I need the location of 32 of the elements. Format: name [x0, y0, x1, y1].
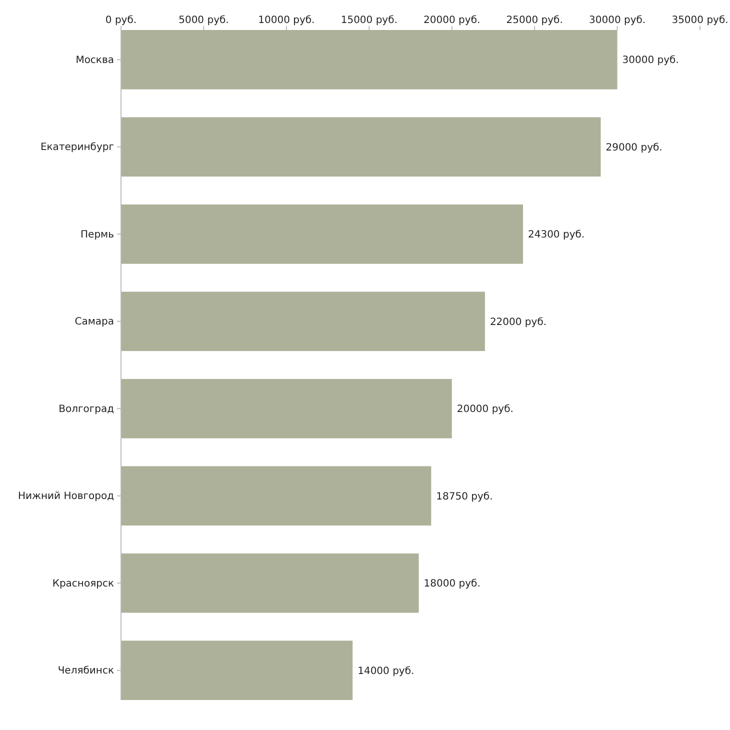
bar — [121, 378, 452, 438]
bar — [121, 640, 353, 700]
bar — [121, 553, 419, 613]
data-label: 30000 руб. — [622, 55, 679, 66]
y-tick-label: Красноярск — [52, 578, 114, 590]
bar — [121, 204, 523, 264]
x-tick-label: 20000 руб. — [424, 15, 480, 26]
y-tick-label: Челябинск — [58, 666, 114, 677]
y-tick-label: Нижний Новгород — [18, 491, 114, 502]
y-tick-label: Волгоград — [58, 404, 114, 415]
x-tick-label: 35000 руб. — [672, 15, 728, 26]
data-label: 18750 руб. — [436, 491, 493, 502]
x-tick-label: 30000 руб. — [588, 15, 646, 26]
x-tick-label: 10000 руб. — [258, 15, 315, 26]
y-tick-label: Самара — [74, 316, 114, 328]
data-label: 24300 руб. — [528, 230, 585, 241]
y-tick-label: Москва — [76, 54, 114, 66]
x-tick-label: 25000 руб. — [506, 15, 563, 26]
data-label: 20000 руб. — [456, 404, 514, 416]
bar — [121, 30, 618, 90]
x-tick-label: 5000 руб. — [178, 15, 229, 26]
data-label: 22000 руб. — [490, 316, 547, 328]
x-tick-label: 15000 руб. — [340, 15, 398, 26]
bar — [121, 466, 432, 526]
bar — [121, 117, 601, 177]
data-label: 29000 руб. — [606, 142, 662, 154]
y-tick-label: Екатеринбург — [40, 142, 114, 154]
y-tick-label: Пермь — [80, 229, 114, 240]
bar — [121, 292, 485, 352]
data-label: 14000 руб. — [358, 666, 414, 677]
data-label: 18000 руб. — [424, 578, 480, 590]
x-tick-label: 0 руб. — [105, 15, 137, 26]
